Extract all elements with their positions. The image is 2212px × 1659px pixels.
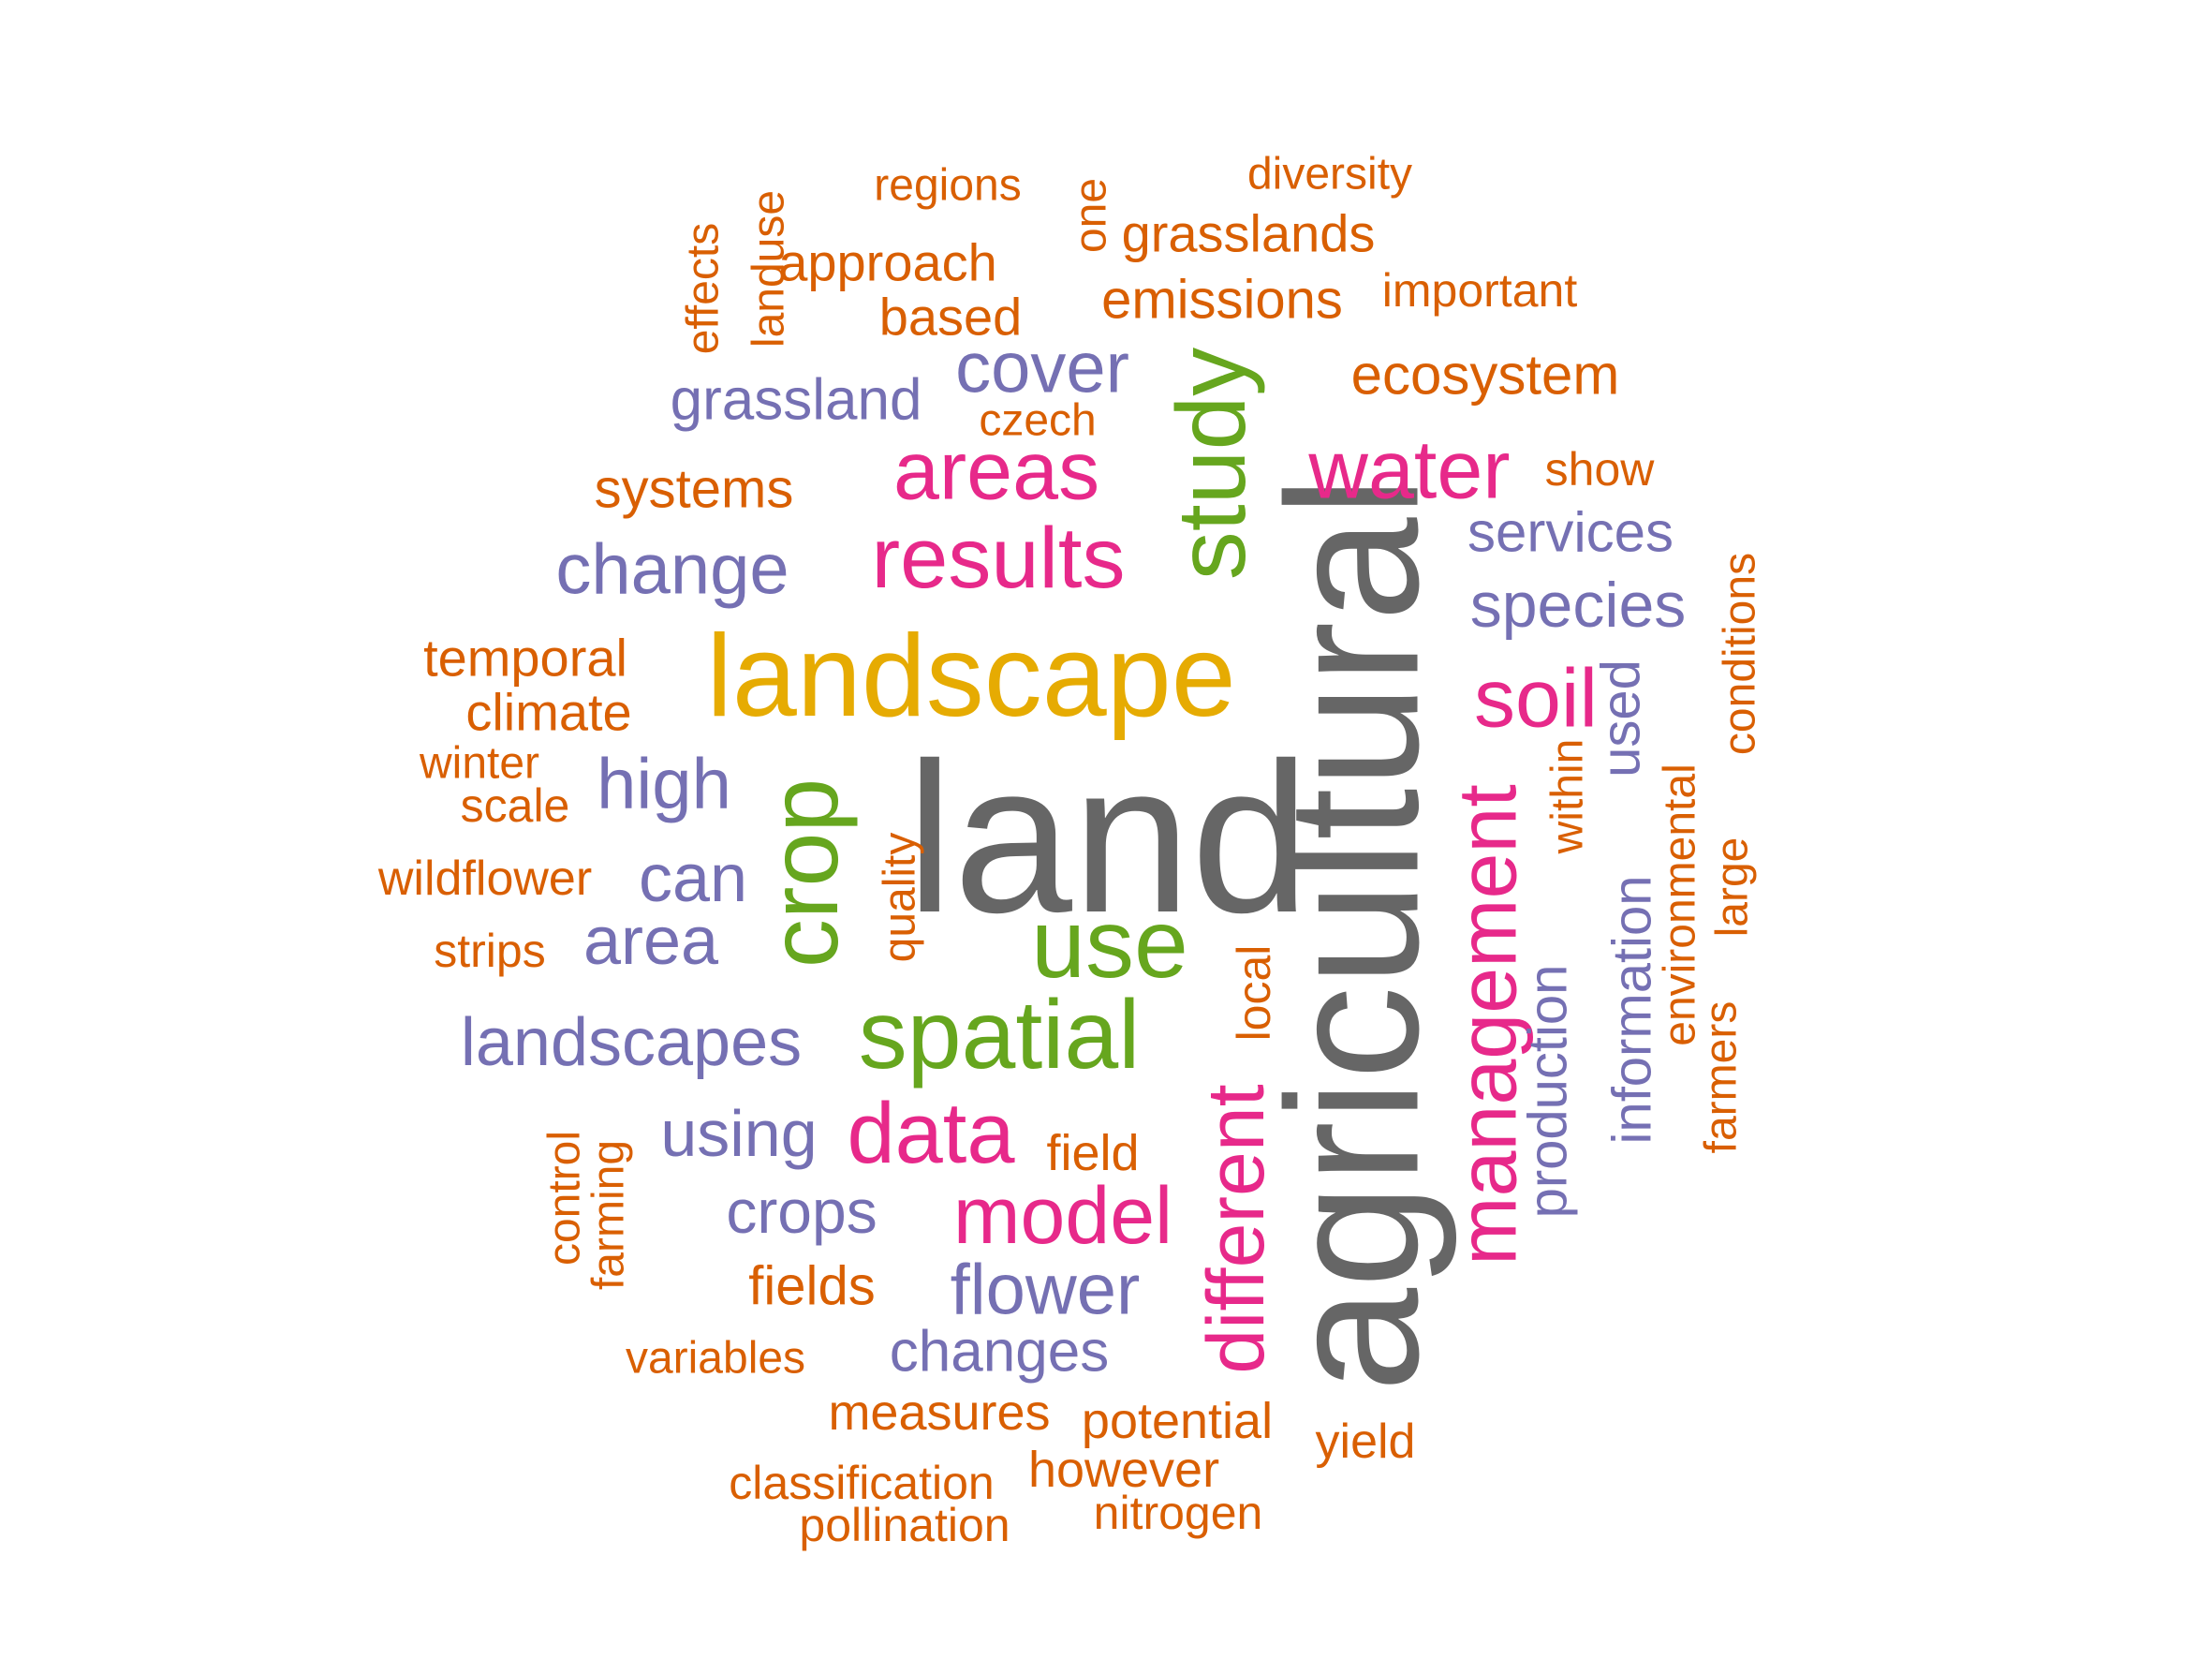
word-emissions: emissions xyxy=(1101,270,1343,331)
word-grasslands: grasslands xyxy=(1122,204,1376,263)
word-nitrogen: nitrogen xyxy=(1094,1487,1263,1539)
word-scale: scale xyxy=(461,779,570,832)
word-agricultural: agricultural xyxy=(1249,476,1458,1392)
word-land: land xyxy=(906,719,1309,957)
word-species: species xyxy=(1470,570,1687,641)
word-however: however xyxy=(1028,1442,1219,1498)
word-data: data xyxy=(847,1086,1015,1181)
word-farming: farming xyxy=(584,1140,634,1290)
word-winter: winter xyxy=(419,739,539,789)
word-using: using xyxy=(660,1097,817,1170)
word-model: model xyxy=(953,1171,1172,1261)
word-one: one xyxy=(1067,178,1116,253)
word-yield: yield xyxy=(1316,1415,1416,1469)
word-local: local xyxy=(1228,945,1280,1042)
word-soil: soil xyxy=(1474,652,1598,745)
word-landscape: landscape xyxy=(706,612,1235,741)
word-management: management xyxy=(1441,784,1534,1266)
word-can: can xyxy=(639,841,747,916)
word-important: important xyxy=(1382,264,1578,317)
word-climate: climate xyxy=(465,683,631,742)
word-effects: effects xyxy=(679,223,729,355)
word-used: used xyxy=(1591,659,1652,778)
word-landscapes: landscapes xyxy=(461,1005,802,1080)
word-use: use xyxy=(1031,890,1188,999)
word-approach: approach xyxy=(778,233,997,292)
word-spatial: spatial xyxy=(859,981,1141,1089)
word-production: production xyxy=(1518,965,1579,1219)
word-potential: potential xyxy=(1082,1393,1273,1449)
word-based: based xyxy=(879,288,1023,347)
word-environmental: environmental xyxy=(1656,763,1705,1046)
word-measures: measures xyxy=(828,1385,1050,1441)
word-large: large xyxy=(1708,837,1758,938)
word-systems: systems xyxy=(595,459,794,520)
word-changes: changes xyxy=(890,1320,1109,1385)
word-show: show xyxy=(1545,443,1656,496)
word-pollination: pollination xyxy=(799,1499,1010,1551)
word-within: within xyxy=(1543,739,1593,855)
word-flower: flower xyxy=(951,1251,1141,1330)
word-strips: strips xyxy=(434,925,545,977)
word-fields: fields xyxy=(748,1256,875,1317)
word-ecosystem: ecosystem xyxy=(1351,344,1620,407)
word-conditions: conditions xyxy=(1716,553,1765,755)
word-services: services xyxy=(1467,501,1674,564)
word-wildflower: wildflower xyxy=(377,852,592,906)
word-landuse: landuse xyxy=(745,190,794,348)
word-field: field xyxy=(1046,1125,1139,1181)
word-variables: variables xyxy=(626,1334,805,1384)
word-control: control xyxy=(540,1131,590,1266)
word-regions: regions xyxy=(874,161,1021,211)
word-results: results xyxy=(872,511,1126,606)
word-area: area xyxy=(583,904,719,979)
word-farmers: farmers xyxy=(1697,1001,1747,1154)
word-cover: cover xyxy=(955,329,1129,408)
word-study: study xyxy=(1158,348,1266,581)
word-diversity: diversity xyxy=(1247,150,1412,200)
word-water: water xyxy=(1307,423,1510,516)
word-crops: crops xyxy=(726,1177,877,1246)
word-czech: czech xyxy=(979,396,1096,446)
word-high: high xyxy=(597,745,731,824)
word-classification: classification xyxy=(729,1457,994,1509)
word-temporal: temporal xyxy=(423,629,627,688)
word-crop: crop xyxy=(750,778,859,968)
word-areas: areas xyxy=(893,424,1099,517)
word-quality: quality xyxy=(876,833,925,963)
word-grassland: grassland xyxy=(671,368,922,433)
word-change: change xyxy=(555,530,789,610)
word-information: information xyxy=(1602,876,1663,1145)
word-different: different xyxy=(1191,1084,1281,1373)
